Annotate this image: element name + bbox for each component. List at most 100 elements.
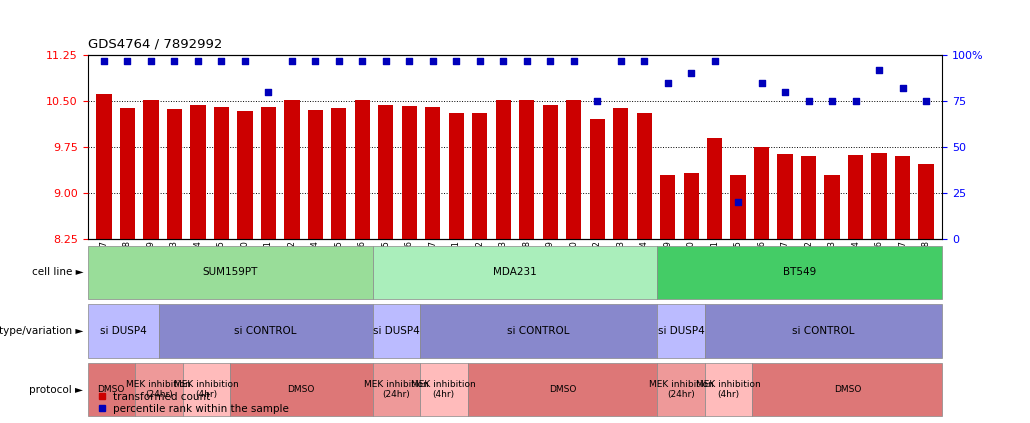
Bar: [88, 363, 135, 416]
Point: [824, 98, 840, 104]
Bar: [657, 304, 705, 358]
Text: si CONTROL: si CONTROL: [508, 326, 570, 336]
Point: [331, 57, 347, 64]
Bar: [495, 100, 511, 239]
Bar: [167, 109, 182, 239]
Bar: [402, 106, 417, 239]
Point: [800, 98, 817, 104]
Text: MEK inhibition
(4hr): MEK inhibition (4hr): [411, 380, 476, 399]
Bar: [705, 363, 753, 416]
Bar: [778, 154, 793, 239]
Bar: [730, 175, 746, 239]
Bar: [848, 155, 863, 239]
Text: MEK inhibition
(24hr): MEK inhibition (24hr): [649, 380, 714, 399]
Bar: [88, 246, 373, 299]
Bar: [97, 93, 111, 239]
Text: cell line ►: cell line ►: [32, 267, 83, 277]
Point: [283, 57, 300, 64]
Text: si CONTROL: si CONTROL: [792, 326, 855, 336]
Point: [753, 79, 769, 86]
Text: MEK inhibition
(4hr): MEK inhibition (4hr): [174, 380, 239, 399]
Point: [307, 57, 323, 64]
Bar: [657, 246, 942, 299]
Text: DMSO: DMSO: [98, 385, 125, 394]
Bar: [119, 108, 135, 239]
Point: [190, 57, 206, 64]
Legend: transformed count, percentile rank within the sample: transformed count, percentile rank withi…: [93, 387, 293, 418]
Bar: [182, 363, 230, 416]
Bar: [824, 175, 839, 239]
Text: MEK inhibition
(24hr): MEK inhibition (24hr): [364, 380, 428, 399]
Text: GDS4764 / 7892992: GDS4764 / 7892992: [88, 37, 221, 50]
Point: [495, 57, 512, 64]
Bar: [895, 156, 911, 239]
Bar: [919, 164, 933, 239]
Bar: [378, 105, 393, 239]
Point: [894, 85, 911, 91]
Bar: [801, 156, 816, 239]
Point: [659, 79, 676, 86]
Bar: [159, 304, 373, 358]
Point: [261, 88, 277, 95]
Bar: [230, 363, 373, 416]
Bar: [472, 113, 487, 239]
Bar: [637, 113, 652, 239]
Bar: [449, 113, 464, 239]
Text: si DUSP4: si DUSP4: [658, 326, 705, 336]
Point: [401, 57, 417, 64]
Bar: [191, 105, 206, 239]
Bar: [519, 100, 535, 239]
Point: [518, 57, 535, 64]
Bar: [88, 304, 159, 358]
Point: [613, 57, 629, 64]
Bar: [373, 363, 420, 416]
Bar: [871, 153, 887, 239]
Bar: [660, 175, 676, 239]
Point: [378, 57, 394, 64]
Text: protocol ►: protocol ►: [29, 385, 83, 395]
Point: [424, 57, 441, 64]
Text: MEK inhibition
(24hr): MEK inhibition (24hr): [127, 380, 192, 399]
Text: si DUSP4: si DUSP4: [100, 326, 146, 336]
Text: si DUSP4: si DUSP4: [373, 326, 419, 336]
Bar: [354, 100, 370, 239]
Point: [730, 199, 747, 206]
Bar: [237, 111, 252, 239]
Bar: [589, 119, 605, 239]
Bar: [373, 246, 657, 299]
Point: [119, 57, 136, 64]
Bar: [143, 100, 159, 239]
Point: [848, 98, 864, 104]
Bar: [332, 108, 346, 239]
Point: [636, 57, 652, 64]
Bar: [753, 363, 942, 416]
Bar: [684, 173, 698, 239]
Text: BT549: BT549: [784, 267, 817, 277]
Text: DMSO: DMSO: [287, 385, 315, 394]
Point: [166, 57, 182, 64]
Bar: [707, 138, 722, 239]
Bar: [214, 107, 229, 239]
Bar: [261, 107, 276, 239]
Bar: [543, 105, 558, 239]
Point: [565, 57, 582, 64]
Text: DMSO: DMSO: [549, 385, 576, 394]
Text: MDA231: MDA231: [493, 267, 537, 277]
Bar: [425, 107, 441, 239]
Point: [683, 70, 699, 77]
Bar: [754, 147, 769, 239]
Point: [870, 66, 887, 73]
Bar: [613, 108, 628, 239]
Text: MEK inhibition
(4hr): MEK inhibition (4hr): [696, 380, 761, 399]
Point: [472, 57, 488, 64]
Bar: [705, 304, 942, 358]
Point: [542, 57, 558, 64]
Point: [213, 57, 230, 64]
Point: [448, 57, 465, 64]
Point: [918, 98, 934, 104]
Text: SUM159PT: SUM159PT: [202, 267, 258, 277]
Point: [777, 88, 793, 95]
Point: [96, 57, 112, 64]
Bar: [657, 363, 705, 416]
Bar: [308, 110, 323, 239]
